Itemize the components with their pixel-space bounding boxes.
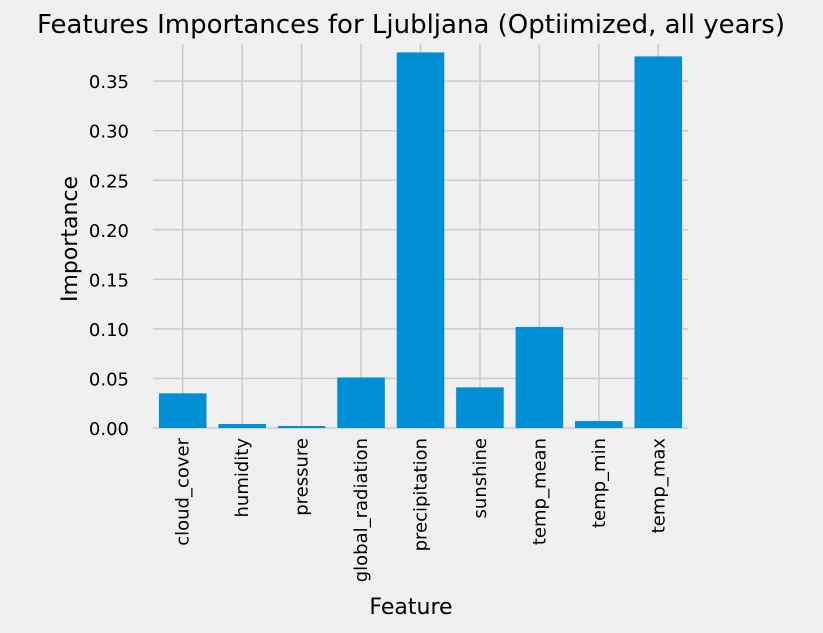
- y-tick-label: 0.35: [89, 72, 129, 93]
- bar-humidity: [218, 424, 266, 428]
- y-tick-label: 0.00: [89, 419, 129, 440]
- y-tick-label: 0.20: [89, 221, 129, 242]
- x-tick-label: humidity: [232, 438, 253, 518]
- x-tick-label: cloud_cover: [173, 437, 194, 545]
- y-tick-label: 0.25: [89, 171, 129, 192]
- bar-pressure: [277, 426, 326, 428]
- chart-title: Features Importances for Ljubljana (Opti…: [37, 10, 785, 40]
- x-tick-label: global_radiation: [351, 438, 372, 582]
- bar-temp_mean: [515, 326, 564, 428]
- y-tick-label: 0.10: [89, 320, 129, 341]
- bar-cloud_cover: [158, 393, 207, 428]
- x-tick-label: sunshine: [470, 438, 491, 518]
- x-tick-label: pressure: [292, 438, 313, 516]
- x-tick-label: temp_mean: [529, 438, 550, 545]
- x-axis-label: Feature: [369, 595, 452, 620]
- y-tick-label: 0.05: [89, 369, 129, 390]
- bar-temp_min: [575, 421, 623, 428]
- y-tick-label: 0.15: [89, 270, 129, 291]
- x-tick-labels: cloud_cover humidity pressure global_radiat…: [173, 437, 670, 582]
- x-tick-label: temp_max: [648, 438, 669, 534]
- bar-precipitation: [396, 52, 445, 429]
- y-axis-label: Importance: [58, 176, 83, 302]
- bar-sunshine: [456, 387, 504, 428]
- bar-global_radiation: [337, 377, 385, 428]
- bar-temp_max: [634, 56, 683, 429]
- x-tick-label: precipitation: [411, 438, 432, 551]
- y-tick-label: 0.30: [89, 122, 129, 143]
- bars: [158, 52, 683, 429]
- x-tick-label: temp_min: [589, 438, 610, 528]
- y-tick-labels: 0.00 0.05 0.10 0.15 0.20 0.25 0.30 0.35: [89, 72, 129, 440]
